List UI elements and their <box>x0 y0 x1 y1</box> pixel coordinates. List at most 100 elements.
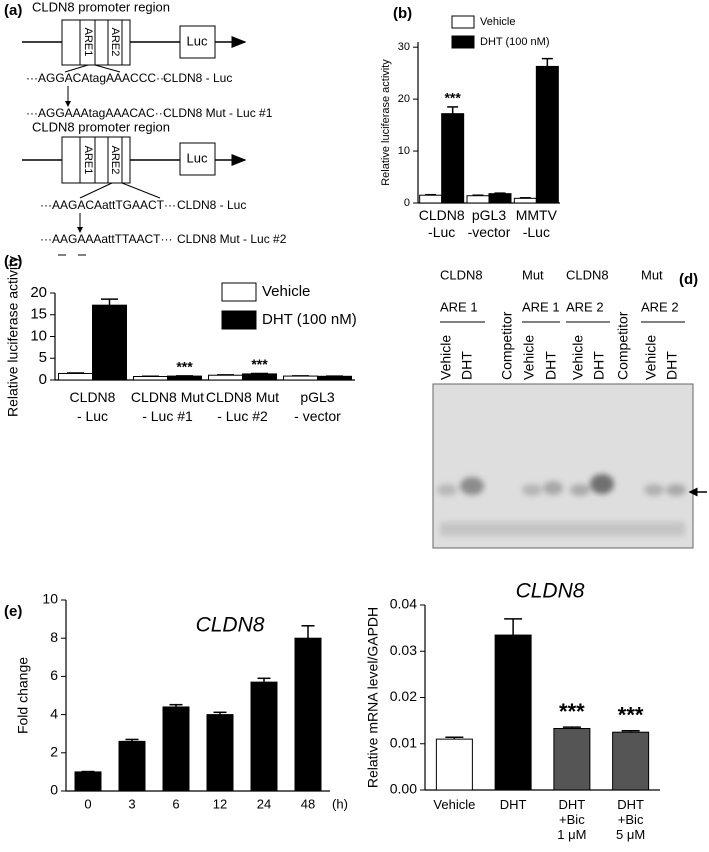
x-tick-label-line: -vector <box>468 224 511 240</box>
legend-label: Vehicle <box>262 283 310 300</box>
legend-label: Vehicle <box>480 16 515 28</box>
legend-label: DHT (100 nM) <box>480 36 549 48</box>
y-tick-label: 0.04 <box>390 596 417 612</box>
bar <box>513 197 537 204</box>
bar <box>494 634 532 791</box>
panel-label: (e) <box>4 603 22 620</box>
annotation: *** <box>618 703 644 728</box>
y-tick-label: 5 <box>39 349 47 366</box>
x-tick-label-line: CLDN8 Mut <box>131 389 204 405</box>
construct-label: Mut <box>641 267 663 282</box>
lane-label: Vehicle <box>570 335 586 380</box>
x-tick-label-line: Vehicle <box>433 797 475 812</box>
x-tick-label: 0 <box>84 796 91 811</box>
legend-label: DHT (100 nM) <box>262 311 357 328</box>
x-tick-label-line: CLDN8 <box>419 207 465 223</box>
x-tick-label-line: +Bic <box>618 812 644 827</box>
sequence: ···AAGAAAattTTAACT··· <box>40 232 172 246</box>
x-tick-label: DHT +Bic 5 μM <box>616 797 645 842</box>
y-tick-label: 20 <box>30 284 47 301</box>
annotation: *** <box>176 359 193 375</box>
construct-name: CLDN8 - Luc <box>177 198 246 212</box>
annotation: *** <box>444 90 461 106</box>
x-tick-label-line: - Luc <box>77 408 108 424</box>
gel-bands <box>437 474 686 536</box>
x-tick-label: pGL3 -vector <box>468 207 511 240</box>
element-label: ARE 2 <box>566 299 604 314</box>
x-tick-label-line: 5 μM <box>616 827 645 842</box>
x-tick-label-line: DHT <box>500 797 527 812</box>
bar <box>283 375 318 381</box>
x-tick-label-line: pGL3 <box>300 389 334 405</box>
bar <box>133 376 168 381</box>
x-tick-label-line: -Luc <box>523 224 550 240</box>
x-tick-label: MMTV -Luc <box>516 207 558 240</box>
x-tick-label: pGL3 - vector <box>294 389 341 424</box>
bar <box>74 771 102 792</box>
y-tick-label: 8 <box>50 629 58 645</box>
bar <box>294 637 322 792</box>
lane-label: DHT <box>591 351 607 380</box>
promoter-diagram: CLDN8 promoter region ARE1 ARE2 Luc ···A… <box>22 0 273 120</box>
x-tick-label-line: MMTV <box>516 207 558 223</box>
y-tick-label: 10 <box>398 145 410 157</box>
y-axis-label: Relative luciferase activity <box>5 256 21 417</box>
x-tick-label-line: -Luc <box>428 224 455 240</box>
bar <box>435 738 473 791</box>
lane-label: Vehicle <box>643 335 659 380</box>
x-tick-label: 6 <box>172 796 179 811</box>
x-tick-label: 48 <box>301 796 315 811</box>
y-axis-label: Relative luciferase activity <box>380 59 392 186</box>
x-tick-label-line: 1 μM <box>557 827 586 842</box>
lane-label: DHT <box>543 351 559 380</box>
x-tick-label: CLDN8 -Luc <box>419 207 465 240</box>
y-tick-label: 20 <box>398 93 410 105</box>
legend-swatch <box>451 35 475 49</box>
y-axis-label: Fold change <box>15 657 31 734</box>
element-label: ARE 1 <box>522 299 560 314</box>
lane-label: DHT <box>664 351 680 380</box>
lane-label: Vehicle <box>438 335 454 380</box>
bar <box>535 65 559 204</box>
x-tick-label-line: +Bic <box>559 812 585 827</box>
panel-label: (a) <box>4 2 22 19</box>
chart-title: CLDN8 <box>196 614 265 637</box>
x-tick-label: 3 <box>128 796 135 811</box>
y-tick-label: 0 <box>404 197 410 209</box>
bar <box>162 706 190 792</box>
y-tick-label: 4 <box>50 705 58 721</box>
bar <box>553 727 591 791</box>
sequence: ···AAGACAattTGAACT··· <box>40 198 176 212</box>
bar <box>167 375 202 381</box>
x-tick-label-line: CLDN8 <box>70 389 116 405</box>
annotation: *** <box>559 699 585 724</box>
y-tick-label: 0 <box>50 782 58 798</box>
x-tick-label-line: CLDN8 Mut <box>206 389 279 405</box>
y-tick-label: 0.03 <box>390 642 417 658</box>
diagram-title: CLDN8 promoter region <box>32 119 170 134</box>
x-tick-label-line: - Luc #1 <box>142 408 193 424</box>
emsa: CLDN8 ARE 1 Mut ARE 1 CLDN8 ARE 2 Mut AR… <box>432 267 707 549</box>
diagram-title: CLDN8 promoter region <box>32 0 170 14</box>
y-tick-label: 6 <box>50 667 58 683</box>
element-label: ARE2 <box>109 28 121 57</box>
construct-label: CLDN8 <box>566 267 609 282</box>
bar <box>250 681 278 792</box>
legend-swatch <box>221 282 257 302</box>
bar <box>441 113 465 204</box>
y-tick-label: 0.02 <box>390 688 417 704</box>
bar <box>419 194 443 204</box>
y-tick-label: 0.01 <box>390 734 417 750</box>
x-tick-label: CLDN8 Mut - Luc #1 <box>131 389 204 424</box>
bar <box>58 372 93 381</box>
panel-label: (d) <box>679 271 698 288</box>
x-tick-label: Vehicle <box>433 797 475 812</box>
y-tick-label: 2 <box>50 744 58 760</box>
x-tick-label: 12 <box>213 796 227 811</box>
legend-swatch <box>221 310 257 330</box>
y-tick-label: 0 <box>39 371 47 388</box>
bar <box>92 304 127 381</box>
x-tick-label: CLDN8 - Luc <box>70 389 116 424</box>
construct-name: CLDN8 - Luc <box>163 71 232 85</box>
